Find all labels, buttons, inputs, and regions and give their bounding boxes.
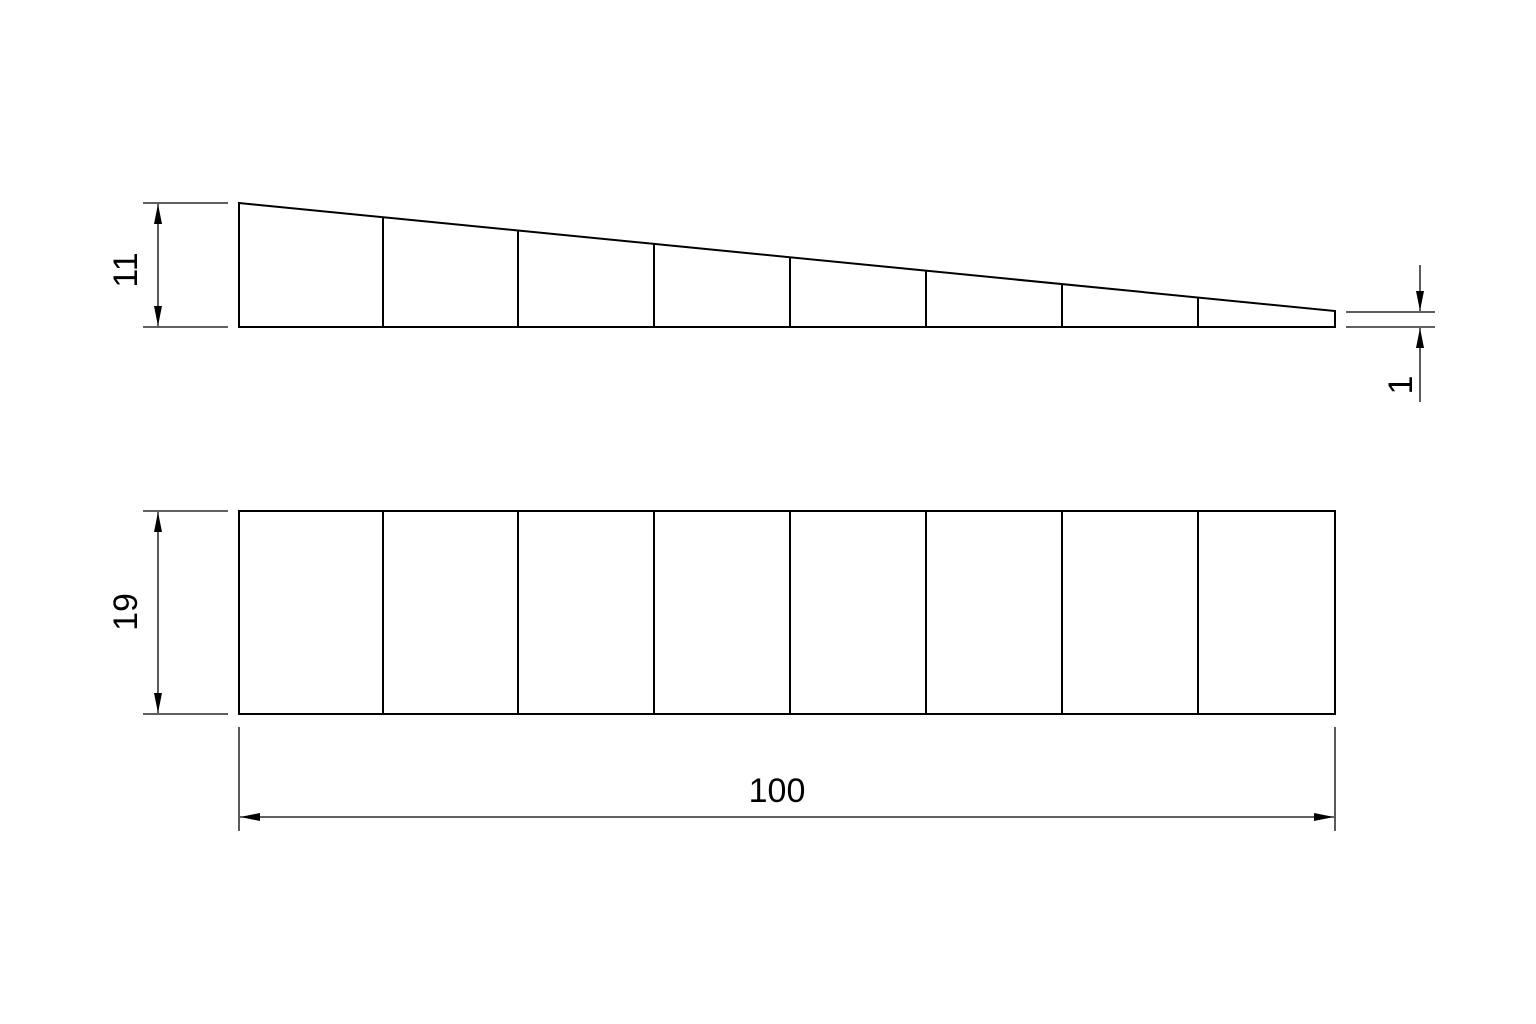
dimension-19: 19	[107, 510, 228, 715]
dimension-11: 11	[107, 202, 228, 328]
dimension-1: 1	[1346, 265, 1435, 402]
wedge-side-view	[238, 201, 1336, 328]
dimension-label: 100	[749, 772, 806, 810]
wedge-top-view	[238, 510, 1336, 715]
dimension-100: 100	[238, 727, 1336, 831]
top-view-outline	[238, 510, 1336, 715]
wedge-outline	[238, 201, 1336, 328]
dimension-label: 11	[107, 252, 145, 287]
dimension-label: 19	[107, 593, 145, 631]
dimension-label: 1	[1382, 376, 1420, 395]
